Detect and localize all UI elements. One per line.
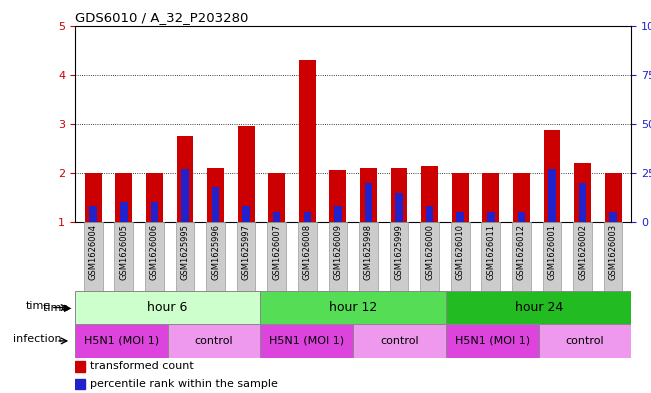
Bar [115,173,132,222]
Bar [75,361,85,372]
Bar [260,324,353,358]
Text: H5N1 (MOI 1): H5N1 (MOI 1) [84,336,159,346]
Bar [150,202,158,222]
Text: GSM1626007: GSM1626007 [272,224,281,280]
Bar [543,222,561,291]
Bar [242,206,250,222]
Bar [603,222,622,291]
Text: transformed count: transformed count [90,362,194,371]
Bar [391,168,408,222]
Bar [574,163,591,222]
Bar [273,212,281,222]
Bar [298,222,316,291]
Bar [426,206,434,222]
Text: percentile rank within the sample: percentile rank within the sample [90,379,279,389]
Bar [451,222,469,291]
Text: GSM1625999: GSM1625999 [395,224,404,280]
Bar [334,206,342,222]
Text: control: control [566,336,604,346]
Text: time: time [43,303,72,312]
Bar [206,222,225,291]
Bar [390,222,408,291]
Bar [168,324,260,358]
Bar [75,379,85,389]
Bar [359,222,378,291]
Bar [120,202,128,222]
Bar [260,291,446,324]
Bar [513,173,530,222]
Bar [446,291,631,324]
Bar [75,324,168,358]
Bar [176,222,194,291]
Bar [268,173,285,222]
Bar [89,206,97,222]
Bar [329,222,347,291]
Bar [609,212,617,222]
Text: GSM1626011: GSM1626011 [486,224,495,280]
Bar [544,130,561,222]
Text: ▶: ▶ [64,303,72,312]
Text: H5N1 (MOI 1): H5N1 (MOI 1) [455,336,530,346]
Text: GSM1626002: GSM1626002 [578,224,587,280]
Bar [421,165,438,222]
Bar [512,222,531,291]
Text: GSM1626001: GSM1626001 [547,224,557,280]
Bar [579,183,587,222]
Bar [482,173,499,222]
Text: hour 24: hour 24 [514,301,563,314]
Bar [75,291,260,324]
Bar [452,173,469,222]
Bar [145,222,163,291]
Bar [303,212,311,222]
Text: hour 6: hour 6 [147,301,188,314]
Bar [518,212,525,222]
Text: GSM1625995: GSM1625995 [180,224,189,280]
Bar [360,168,377,222]
Bar [207,168,224,222]
Bar [574,222,592,291]
Text: H5N1 (MOI 1): H5N1 (MOI 1) [270,336,344,346]
Bar [395,193,403,222]
Bar [146,173,163,222]
Text: GSM1626000: GSM1626000 [425,224,434,280]
Text: GSM1626003: GSM1626003 [609,224,618,280]
Bar [548,169,556,222]
Text: GSM1625998: GSM1625998 [364,224,373,280]
Text: GSM1626009: GSM1626009 [333,224,342,280]
Bar [539,324,631,358]
Bar [421,222,439,291]
Bar [605,173,622,222]
Bar [353,324,446,358]
Bar [456,212,464,222]
Bar [181,169,189,222]
Bar [115,222,133,291]
Text: GSM1626005: GSM1626005 [119,224,128,280]
Text: GDS6010 / A_32_P203280: GDS6010 / A_32_P203280 [75,11,248,24]
Bar [329,171,346,222]
Bar [446,324,539,358]
Text: GSM1626008: GSM1626008 [303,224,312,280]
Bar [268,222,286,291]
Bar [237,222,255,291]
Bar [84,222,103,291]
Bar [176,136,193,222]
Text: infection: infection [14,334,62,344]
Text: control: control [195,336,233,346]
Text: GSM1625996: GSM1625996 [211,224,220,280]
Bar [238,126,255,222]
Text: hour 12: hour 12 [329,301,378,314]
Text: GSM1626006: GSM1626006 [150,224,159,280]
Bar [365,183,372,222]
Bar [85,173,102,222]
Text: control: control [380,336,419,346]
Text: time: time [26,301,51,311]
Text: GSM1625997: GSM1625997 [242,224,251,280]
Text: GSM1626012: GSM1626012 [517,224,526,280]
Bar [299,60,316,222]
Text: GSM1626004: GSM1626004 [89,224,98,280]
Bar [487,212,495,222]
Bar [212,187,219,222]
Text: GSM1626010: GSM1626010 [456,224,465,280]
Bar [482,222,500,291]
